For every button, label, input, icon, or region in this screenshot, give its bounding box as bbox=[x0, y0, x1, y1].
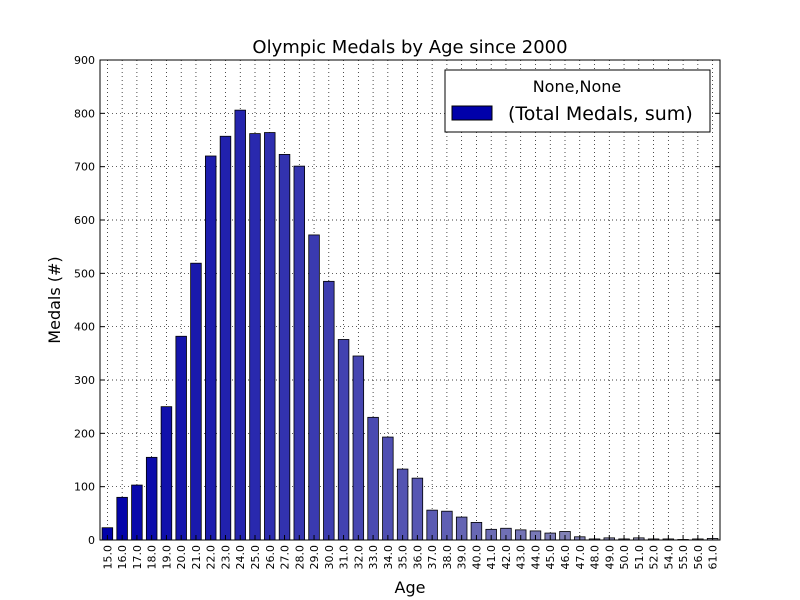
x-tick-label: 37.0 bbox=[426, 545, 439, 570]
y-tick-label: 900 bbox=[74, 54, 95, 67]
bar-age-36.0 bbox=[411, 477, 424, 541]
bar-age-21.0 bbox=[190, 262, 202, 541]
bar-age-28.0 bbox=[293, 165, 306, 541]
x-tick-label: 25.0 bbox=[249, 545, 262, 570]
x-tick-label: 43.0 bbox=[515, 545, 528, 570]
x-tick-label: 30.0 bbox=[323, 545, 336, 570]
bar-age-22.0 bbox=[204, 155, 217, 541]
x-tick-label: 21.0 bbox=[190, 545, 203, 570]
y-axis-label: Medals (#) bbox=[45, 256, 64, 343]
bar-age-32.0 bbox=[352, 355, 365, 541]
bar-age-25.0 bbox=[249, 133, 261, 541]
bar-age-35.0 bbox=[396, 468, 409, 541]
y-tick-label: 600 bbox=[74, 214, 95, 227]
y-tick-label: 700 bbox=[74, 161, 95, 174]
x-tick-label: 41.0 bbox=[485, 545, 498, 570]
x-tick-label: 38.0 bbox=[441, 545, 454, 570]
y-tick-label: 0 bbox=[88, 534, 95, 547]
legend-entry-label: (Total Medals, sum) bbox=[508, 103, 693, 125]
bar-age-18.0 bbox=[145, 456, 158, 541]
x-tick-label: 33.0 bbox=[367, 545, 380, 570]
x-tick-label: 15.0 bbox=[101, 545, 114, 570]
x-tick-label: 19.0 bbox=[160, 545, 173, 570]
bar-age-20.0 bbox=[175, 335, 187, 541]
x-tick-label: 39.0 bbox=[456, 545, 469, 570]
bar-age-31.0 bbox=[337, 339, 350, 541]
x-tick-label: 22.0 bbox=[205, 545, 218, 570]
x-tick-label: 52.0 bbox=[648, 545, 661, 570]
x-tick-label: 28.0 bbox=[293, 545, 306, 570]
y-tick-label: 200 bbox=[74, 427, 95, 440]
x-tick-label: 51.0 bbox=[633, 545, 646, 570]
y-tick-label: 100 bbox=[74, 481, 95, 494]
x-tick-label: 50.0 bbox=[618, 545, 631, 570]
x-tick-label: 55.0 bbox=[677, 545, 690, 570]
bar-age-29.0 bbox=[308, 234, 320, 541]
legend-box bbox=[444, 69, 711, 133]
x-tick-label: 32.0 bbox=[352, 545, 365, 570]
x-axis-label: Age bbox=[395, 578, 426, 597]
x-tick-label: 48.0 bbox=[589, 545, 602, 570]
bar-age-23.0 bbox=[219, 135, 232, 541]
x-tick-label: 20.0 bbox=[175, 545, 188, 570]
y-tick-label: 300 bbox=[74, 374, 95, 387]
y-tick-label: 800 bbox=[74, 107, 95, 120]
x-tick-label: 54.0 bbox=[662, 545, 675, 570]
legend-title: None,None bbox=[533, 77, 622, 96]
bar-age-24.0 bbox=[234, 109, 246, 541]
bar-age-19.0 bbox=[160, 406, 173, 541]
chart-title: Olympic Medals by Age since 2000 bbox=[252, 37, 567, 58]
plot-frame bbox=[99, 59, 721, 541]
x-axis-ticks: 15.0 16.0 17.0 18.0 19.0 20.0 21.0 22.0 23.0 24.0… bbox=[101, 535, 720, 570]
y-tick-label: 500 bbox=[74, 267, 95, 280]
x-tick-label: 44.0 bbox=[529, 545, 542, 570]
x-tick-label: 35.0 bbox=[397, 545, 410, 570]
x-tick-label: 31.0 bbox=[338, 545, 351, 570]
bar-age-26.0 bbox=[264, 132, 276, 541]
x-tick-label: 36.0 bbox=[411, 545, 424, 570]
x-tick-label: 56.0 bbox=[692, 545, 705, 570]
bar-age-27.0 bbox=[278, 153, 291, 541]
bar-age-33.0 bbox=[367, 416, 379, 541]
y-tick-label: 400 bbox=[74, 321, 95, 334]
x-tick-label: 61.0 bbox=[707, 545, 720, 570]
x-tick-label: 29.0 bbox=[308, 545, 321, 570]
x-tick-label: 27.0 bbox=[279, 545, 292, 570]
x-tick-label: 16.0 bbox=[116, 545, 129, 570]
x-tick-label: 45.0 bbox=[544, 545, 557, 570]
bar-age-30.0 bbox=[323, 280, 335, 541]
legend-swatch bbox=[451, 105, 493, 121]
bar-age-16.0 bbox=[116, 496, 128, 541]
x-tick-label: 26.0 bbox=[264, 545, 277, 570]
x-tick-label: 42.0 bbox=[500, 545, 513, 570]
x-tick-label: 18.0 bbox=[146, 545, 159, 570]
bar-age-34.0 bbox=[382, 436, 394, 541]
x-tick-label: 23.0 bbox=[219, 545, 232, 570]
bars bbox=[101, 109, 719, 541]
bar-age-17.0 bbox=[131, 484, 143, 541]
x-tick-label: 17.0 bbox=[131, 545, 144, 570]
x-tick-label: 46.0 bbox=[559, 545, 572, 570]
x-tick-label: 24.0 bbox=[234, 545, 247, 570]
x-tick-label: 47.0 bbox=[574, 545, 587, 570]
x-tick-label: 49.0 bbox=[603, 545, 616, 570]
legend: None,None (Total Medals, sum) bbox=[444, 69, 711, 133]
x-tick-label: 40.0 bbox=[470, 545, 483, 570]
x-tick-label: 34.0 bbox=[382, 545, 395, 570]
y-axis-ticks: 0 100 200 300 400 500 600 700 800 900 bbox=[74, 54, 720, 547]
